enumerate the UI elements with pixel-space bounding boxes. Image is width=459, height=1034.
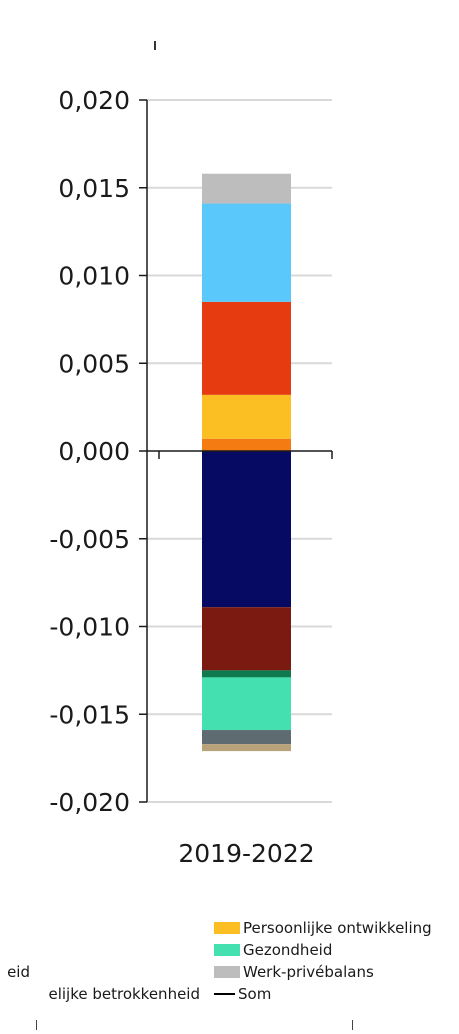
bar-segment-negative <box>202 451 291 608</box>
bar-segment-positive <box>202 301 291 395</box>
legend-item-werk-privebalans: Werk-privébalans <box>214 962 374 982</box>
y-tick-label: -0,005 <box>49 525 130 554</box>
legend-item-som: Som <box>214 984 271 1004</box>
legend-item-cut-off: elijke betrokkenheid <box>0 984 200 1004</box>
axes <box>139 99 333 803</box>
y-tick-label: -0,010 <box>49 613 130 642</box>
bar-segment-positive <box>202 203 291 302</box>
x-category-labels: 2019-2022 <box>178 839 314 868</box>
legend-label: Gezondheid <box>243 941 333 959</box>
y-tick-label: -0,020 <box>49 788 130 817</box>
bar-segment-positive <box>202 394 291 439</box>
bar-segment-negative <box>202 677 291 731</box>
legend-line <box>214 993 235 995</box>
y-tick-label: -0,015 <box>49 700 130 729</box>
legend-label: Werk-privébalans <box>243 963 374 981</box>
legend: Persoonlijke ontwikkeling Gezondheid Wer… <box>0 914 459 1034</box>
legend-item-persoonlijke-ontwikkeling: Persoonlijke ontwikkeling <box>214 918 432 938</box>
y-tick-label: 0,010 <box>58 262 130 291</box>
y-tick-label: 0,000 <box>58 437 130 466</box>
legend-label: Persoonlijke ontwikkeling <box>243 919 432 937</box>
legend-item-cut-off: eid <box>0 962 30 982</box>
bar-segment-negative <box>202 607 291 671</box>
bar-segment-positive <box>202 173 291 204</box>
bar-segment-negative <box>202 670 291 678</box>
y-tick-labels: 0,020 0,015 0,010 0,005 0,000 -0,005 -0,010 -0,… <box>49 86 130 817</box>
legend-label: Som <box>238 985 272 1003</box>
y-tick-label: 0,020 <box>58 86 130 115</box>
crop-mark <box>36 1020 37 1030</box>
bar-segment-positive <box>202 438 291 451</box>
bar-segment-negative <box>202 730 291 745</box>
crop-mark <box>352 1020 353 1030</box>
legend-swatch <box>214 922 240 934</box>
bar-segment-negative <box>202 744 291 752</box>
stacked-bar-chart: 0,020 0,015 0,010 0,005 0,000 -0,005 -0,010 -0,… <box>49 86 333 868</box>
y-tick-label: 0,015 <box>58 174 130 203</box>
legend-swatch <box>214 944 240 956</box>
legend-label: elijke betrokkenheid <box>48 985 200 1003</box>
x-category-label: 2019-2022 <box>178 839 314 868</box>
legend-item-gezondheid: Gezondheid <box>214 940 332 960</box>
legend-label: eid <box>7 963 30 981</box>
legend-swatch <box>214 966 240 978</box>
stray-mark <box>154 41 156 50</box>
bar-segments <box>202 173 291 752</box>
y-tick-label: 0,005 <box>58 349 130 378</box>
